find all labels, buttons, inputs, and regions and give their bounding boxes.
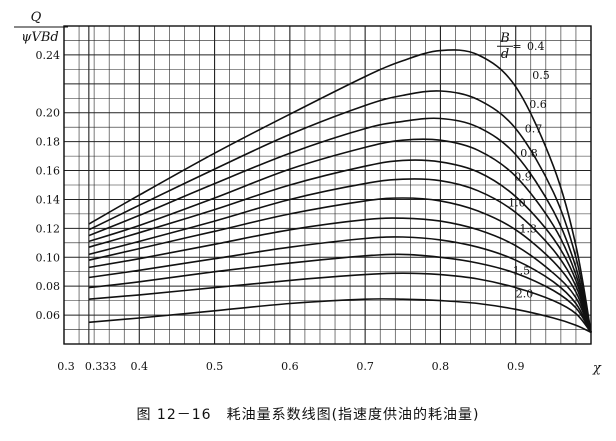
- curve-label-prefix-numerator: B: [499, 31, 510, 46]
- curve-label-prefix-equals: =: [512, 40, 521, 53]
- x-tick-label: 0.333: [85, 360, 117, 373]
- curve-line: [88, 298, 592, 334]
- y-tick-label: 0.10: [36, 251, 61, 264]
- curve-line: [88, 272, 592, 333]
- curve-line: [88, 117, 592, 333]
- x-tick-label: 0.7: [356, 360, 374, 373]
- y-tick-label: 0.18: [36, 136, 61, 149]
- x-tick-label: 0.4: [131, 360, 149, 373]
- curve-label: 1.3: [519, 222, 537, 235]
- y-tick-label: 0.24: [36, 49, 61, 62]
- curve-label: 0.9: [514, 170, 532, 183]
- curve-layer: [88, 49, 592, 334]
- y-axis-label-denominator: ψVBd: [21, 30, 58, 45]
- curve-label: 1.5: [513, 264, 531, 277]
- x-tick-label: 0.5: [206, 360, 224, 373]
- y-tick-label: 0.06: [36, 309, 61, 322]
- axis-layer: 0.3 0.333 0.4 0.5 0.6 0.7 0.8 0.9 0.06 0.08 0.10 0.…: [36, 25, 592, 373]
- curve-line: [88, 197, 592, 333]
- y-tick-label: 0.14: [36, 193, 61, 206]
- curve-line: [88, 217, 592, 333]
- x-tick-label: 0.9: [507, 360, 525, 373]
- curve-label: 0.5: [532, 69, 550, 82]
- y-tick-label: 0.20: [36, 107, 61, 120]
- x-tick-label: 0.3: [57, 360, 75, 373]
- y-axis-label-numerator: Q: [31, 10, 42, 25]
- plot-frame: [63, 25, 592, 345]
- y-tick-label: 0.12: [36, 222, 61, 235]
- y-tick-label: 0.08: [36, 280, 61, 293]
- curve-line: [88, 49, 592, 333]
- y-tick-label: 0.16: [36, 165, 61, 178]
- curve-label: 1.0: [508, 196, 525, 209]
- x-axis-label: χ: [592, 361, 602, 376]
- figure-caption: 图 12－16 耗油量系数线图(指速度供油的耗油量): [136, 407, 480, 423]
- curve-line: [88, 90, 592, 333]
- x-tick-label: 0.8: [432, 360, 450, 373]
- curve-label: 0.7: [525, 123, 543, 136]
- grid-layer: [63, 25, 592, 345]
- curve-label: 0.8: [520, 147, 538, 160]
- curve-label: 0.6: [529, 98, 547, 111]
- curve-line: [88, 178, 592, 333]
- curve-label: 0.4: [527, 40, 545, 53]
- curve-line: [88, 253, 592, 333]
- curve-line: [88, 236, 592, 333]
- curve-label-prefix-denominator: d: [501, 47, 509, 62]
- x-tick-label: 0.6: [281, 360, 299, 373]
- curve-line: [88, 138, 592, 333]
- curve-line: [88, 159, 592, 333]
- curve-label: 2.0: [516, 287, 534, 300]
